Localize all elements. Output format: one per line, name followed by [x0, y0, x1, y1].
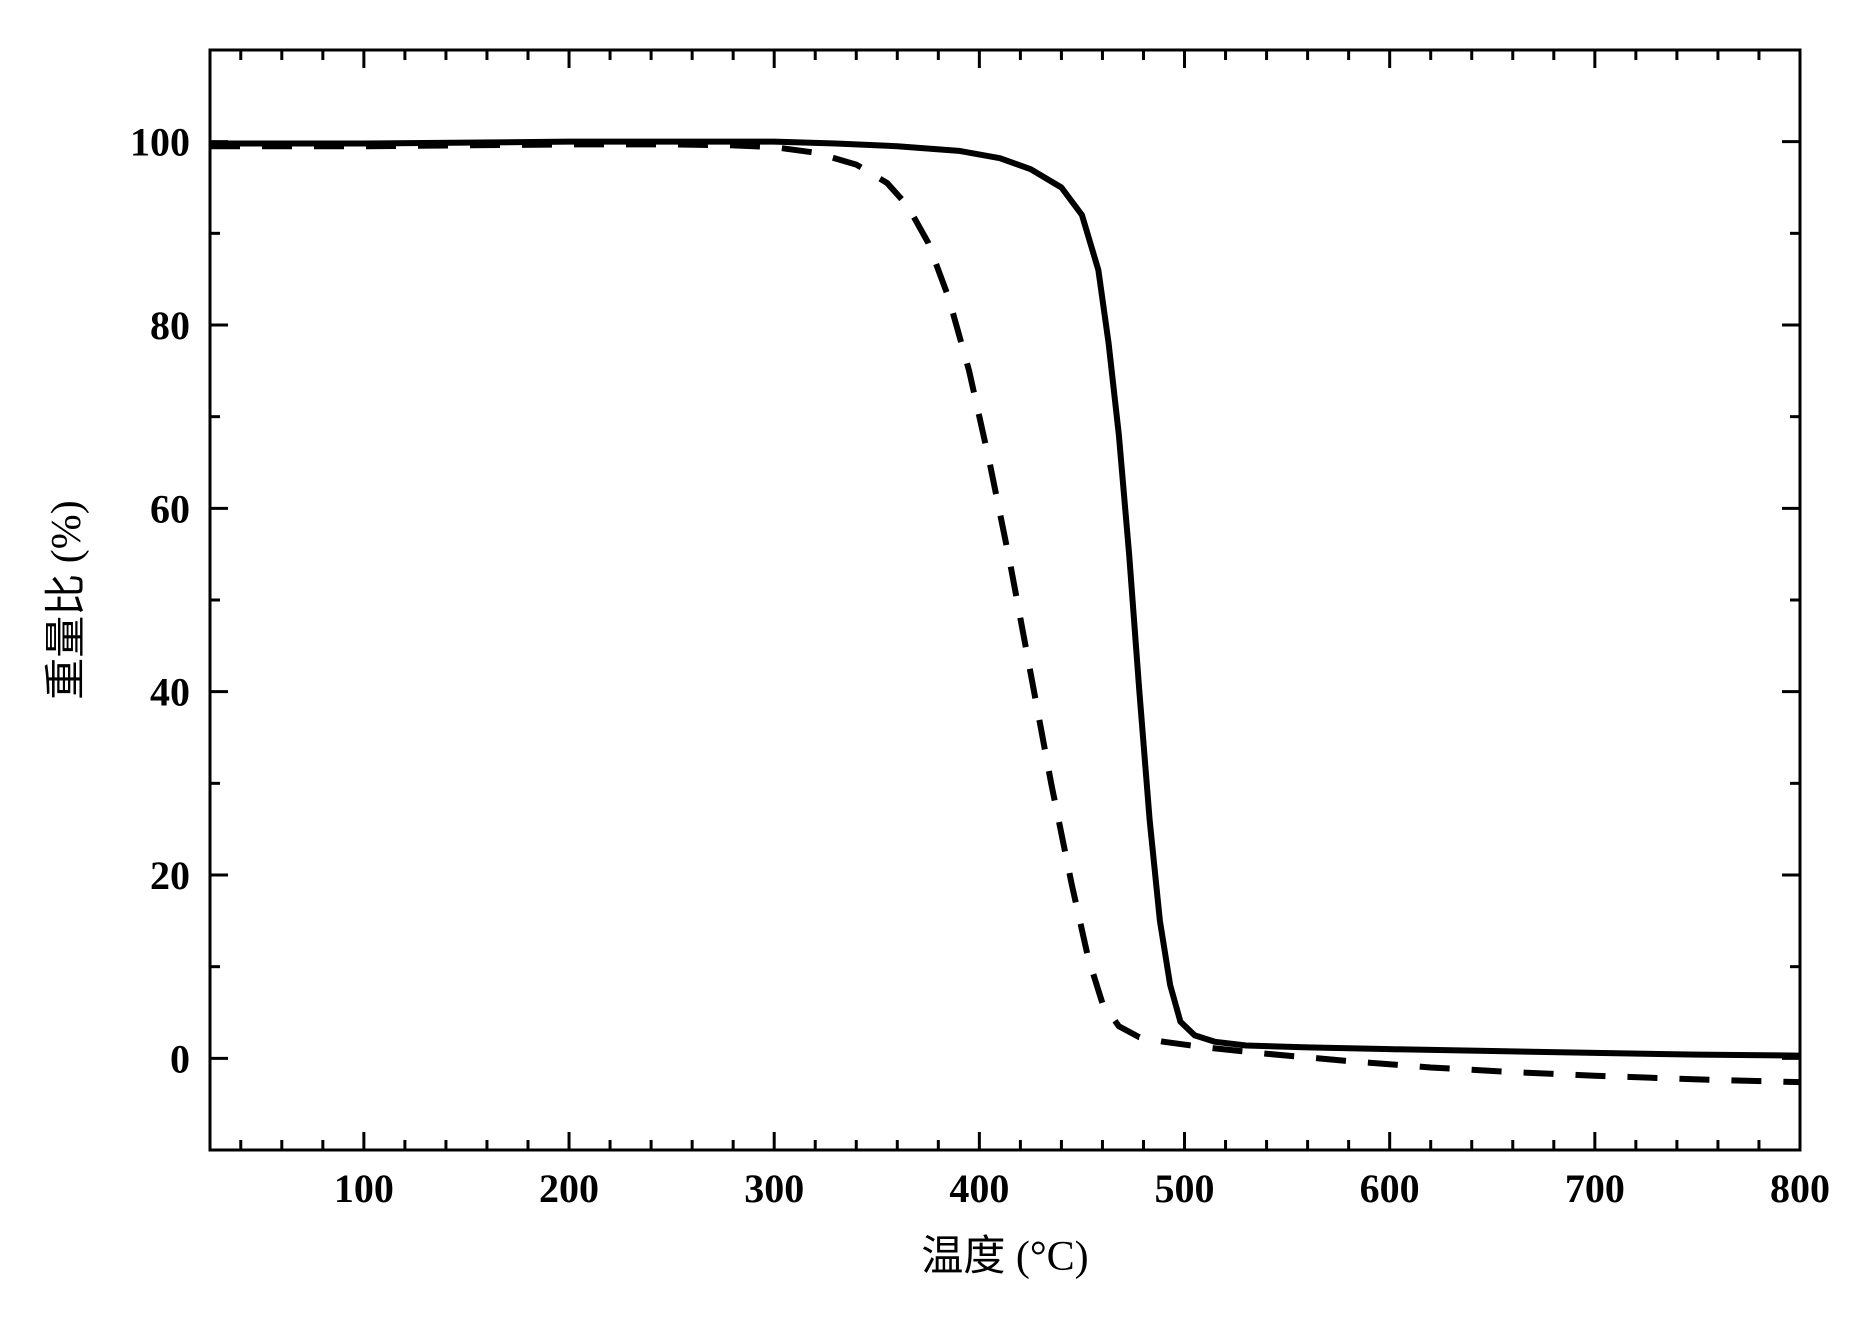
y-tick-label: 40 [150, 670, 190, 715]
y-tick-label: 80 [150, 303, 190, 348]
y-tick-label: 60 [150, 486, 190, 531]
y-tick-label: 0 [170, 1036, 190, 1081]
x-tick-label: 400 [949, 1166, 1009, 1211]
x-tick-label: 600 [1360, 1166, 1420, 1211]
x-tick-label: 100 [334, 1166, 394, 1211]
x-tick-label: 200 [539, 1166, 599, 1211]
y-tick-label: 100 [130, 120, 190, 165]
x-tick-label: 300 [744, 1166, 804, 1211]
y-axis-label: 重量比 (%) [44, 500, 90, 699]
x-tick-label: 800 [1770, 1166, 1830, 1211]
tga-chart: 100 200 300 400 500 600 700 800 0 20 40 60 80 100 温度 (… [0, 0, 1866, 1331]
x-tick-label: 700 [1565, 1166, 1625, 1211]
x-tick-label: 500 [1155, 1166, 1215, 1211]
chart-svg: 100 200 300 400 500 600 700 800 0 20 40 60 80 100 温度 (… [0, 0, 1866, 1331]
y-tick-label: 20 [150, 853, 190, 898]
x-axis-label: 温度 (°C) [921, 1234, 1088, 1280]
